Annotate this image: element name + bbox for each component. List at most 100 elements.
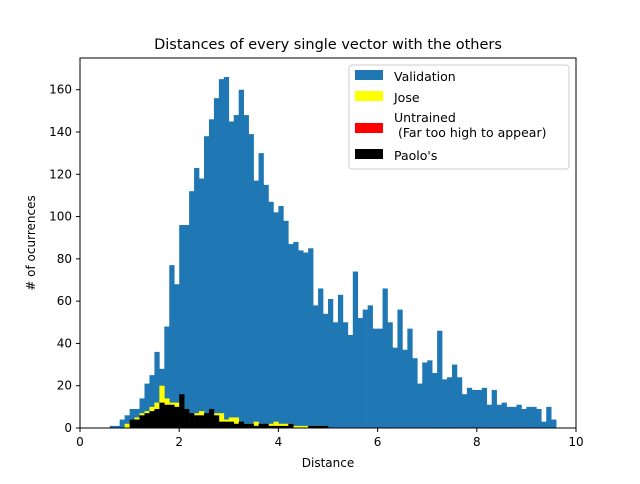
bar-validation	[243, 115, 249, 428]
bar-validation	[114, 425, 120, 428]
bar-validation	[164, 326, 170, 428]
bar-paolo-s	[199, 415, 205, 428]
bar-paolo-s	[253, 425, 259, 428]
legend-box	[348, 64, 570, 170]
bar-paolo-s	[179, 394, 185, 428]
bar-paolo-s	[134, 419, 140, 428]
bar-validation	[432, 373, 438, 428]
bar-jose	[268, 423, 274, 428]
bar-paolo-s	[273, 425, 279, 428]
bar-validation	[228, 121, 235, 429]
bar-validation	[293, 241, 299, 428]
bar-validation	[253, 180, 259, 428]
bars-layer	[109, 77, 557, 429]
bar-validation	[501, 402, 507, 428]
legend-label: Paolo's	[394, 148, 437, 163]
legend-label: Jose	[393, 90, 420, 105]
bar-validation	[372, 328, 378, 428]
bar-validation	[218, 79, 225, 428]
bar-validation	[328, 299, 334, 428]
bar-paolo-s	[323, 425, 329, 428]
bar-validation	[268, 201, 274, 428]
x-tick-label: 10	[568, 435, 583, 449]
legend-label: Untrained (Far too high to appear)	[394, 110, 546, 140]
bar-validation	[461, 394, 468, 428]
bar-validation	[154, 351, 160, 428]
bar-jose	[283, 423, 289, 428]
bar-validation	[456, 377, 463, 428]
bar-validation	[169, 265, 175, 428]
bar-validation	[481, 387, 488, 428]
bar-paolo-s	[149, 411, 155, 428]
bar-validation	[392, 347, 398, 428]
bar-paolo-s	[238, 421, 244, 428]
bar-paolo-s	[223, 421, 230, 428]
bar-paolo-s	[139, 415, 145, 428]
bar-validation	[223, 77, 230, 428]
bar-validation	[442, 379, 448, 428]
bar-paolo-s	[174, 406, 180, 428]
y-axis-ticks: 0 20 40 60 80 100 120 140 160	[49, 83, 80, 435]
bar-validation	[402, 349, 408, 428]
bar-validation	[447, 377, 453, 428]
bar-validation	[124, 415, 130, 428]
x-tick-label: 6	[374, 435, 382, 449]
bar-paolo-s	[278, 425, 284, 428]
legend-label: Validation	[394, 69, 456, 84]
bar-validation	[204, 136, 210, 429]
x-axis-ticks: 0 2 4 6 8 10	[76, 428, 584, 449]
bar-paolo-s	[318, 425, 324, 428]
bar-validation	[213, 98, 220, 429]
bar-validation	[417, 383, 423, 428]
bar-validation	[238, 89, 244, 429]
bar-validation	[283, 220, 289, 428]
bar-validation	[511, 406, 517, 428]
bar-paolo-s	[248, 423, 254, 428]
bar-validation	[208, 119, 215, 428]
bar-validation	[377, 328, 383, 428]
bar-validation	[536, 408, 542, 428]
y-tick-label: 80	[57, 252, 72, 266]
bar-validation	[258, 153, 264, 428]
bar-jose	[233, 417, 240, 428]
bar-validation	[263, 184, 269, 428]
y-tick-label: 100	[49, 210, 72, 224]
bar-validation	[323, 313, 329, 428]
y-tick-label: 20	[57, 379, 72, 393]
bar-paolo-s	[169, 404, 175, 428]
bar-validation	[233, 115, 240, 428]
bar-validation	[382, 288, 388, 428]
bar-paolo-s	[268, 425, 274, 428]
bar-paolo-s	[194, 415, 200, 428]
bar-validation	[179, 225, 185, 428]
bar-jose	[273, 421, 279, 428]
bar-validation	[149, 375, 155, 428]
y-tick-label: 140	[49, 125, 72, 139]
bar-validation	[129, 408, 135, 428]
bar-validation	[541, 421, 547, 428]
x-tick-label: 4	[275, 435, 283, 449]
bar-validation	[194, 167, 200, 428]
legend-swatch	[355, 149, 383, 159]
bar-validation	[342, 322, 349, 428]
legend: Validation Jose Untrained (Far too high to…	[348, 64, 570, 170]
bar-paolo-s	[288, 423, 294, 428]
bar-paolo-s	[283, 425, 289, 428]
bar-validation	[506, 406, 512, 428]
bar-validation	[427, 360, 433, 428]
x-tick-label: 8	[473, 435, 481, 449]
bar-paolo-s	[313, 425, 319, 428]
bar-paolo-s	[228, 421, 235, 428]
bar-validation	[387, 322, 393, 428]
bar-jose	[298, 425, 304, 428]
bar-paolo-s	[218, 421, 225, 428]
bar-validation	[109, 425, 116, 428]
bar-validation	[496, 404, 502, 428]
bar-validation	[337, 294, 344, 428]
bar-validation	[308, 248, 314, 428]
bar-jose	[303, 425, 309, 428]
bar-jose	[124, 423, 130, 428]
bar-validation	[199, 178, 205, 428]
bar-paolo-s	[189, 413, 195, 428]
bar-paolo-s	[144, 413, 150, 428]
